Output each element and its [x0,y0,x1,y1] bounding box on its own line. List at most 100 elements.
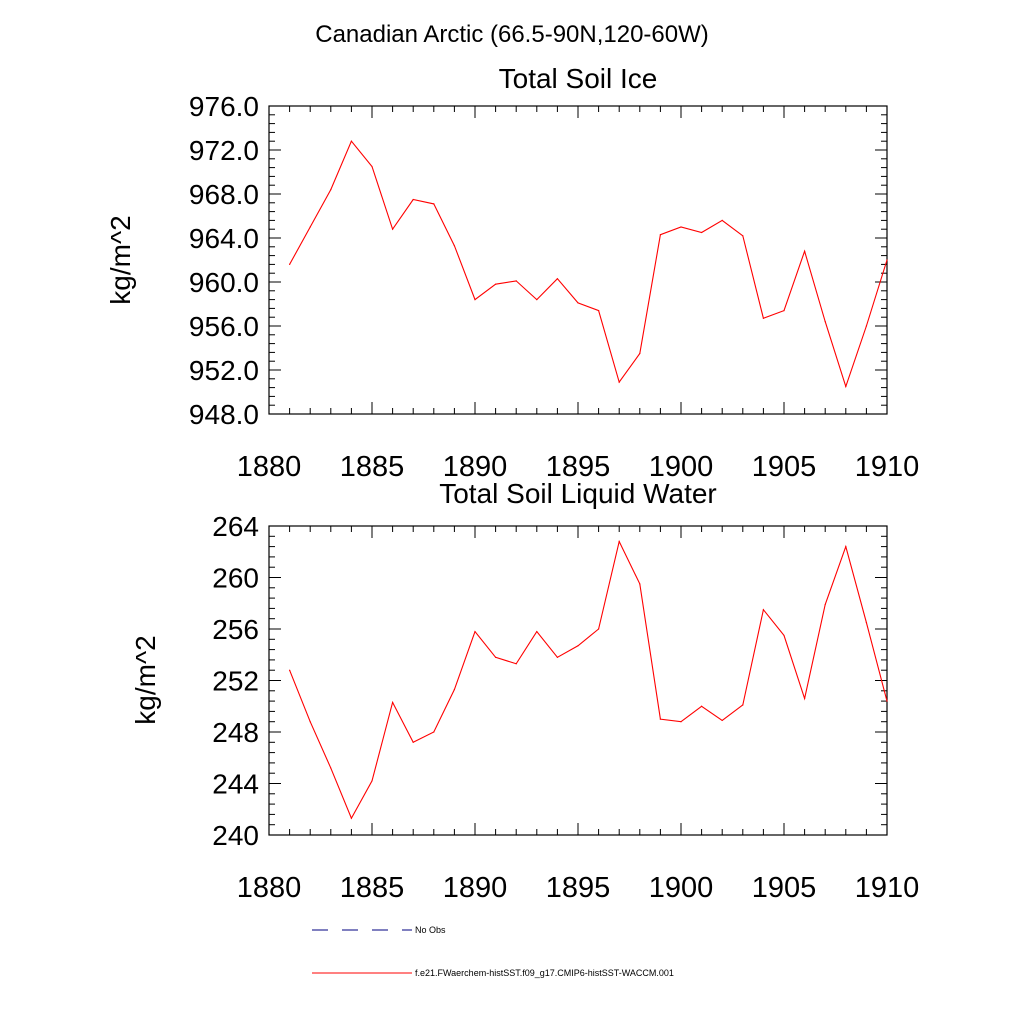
y-tick-label: 956.0 [189,311,259,342]
panel-total-soil-ice: Total Soil Ice kg/m^2 1880 1885 1890 1895 19… [105,63,919,483]
y-tick-label: 240 [212,820,259,851]
x-tick-label: 1885 [340,872,405,904]
data-point [721,719,723,722]
x-tick-label: 1900 [649,872,714,904]
data-point [350,140,352,142]
data-point [371,780,373,782]
data-point [495,656,497,658]
data-point [680,721,682,723]
panel-title: Total Soil Ice [499,63,658,94]
data-point [804,250,806,252]
y-tick-label: 972.0 [189,135,259,166]
data-point [845,385,847,388]
data-point [804,697,806,700]
y-axis-label: kg/m^2 [130,635,161,724]
data-point [845,546,847,548]
data-point [680,226,682,228]
legend-model-label: f.e21.FWaerchem-histSST.f09_g17.CMIP6-hi… [415,968,674,978]
panel-total-soil-liquid-water: Total Soil Liquid Water kg/m^2 1880 1885 1… [130,478,919,904]
data-point [886,700,888,702]
data-point [515,663,517,665]
panel-title: Total Soil Liquid Water [439,478,717,509]
series-line [289,539,888,820]
data-point [536,299,538,301]
y-tick-label: 248 [212,717,259,748]
y-tick-label: 968.0 [189,179,259,210]
data-point [783,634,785,637]
data-point [701,705,703,707]
data-point [865,325,868,327]
data-point [350,817,352,819]
y-tick-label: 260 [212,563,259,594]
data-point [433,731,435,733]
data-point [618,381,620,383]
series-line [289,140,888,389]
x-tick-label: 1880 [237,451,302,483]
data-point [495,283,497,285]
data-point [639,583,641,585]
data-point [330,767,332,769]
data-point [762,317,765,319]
data-point [309,226,311,228]
data-point [783,310,785,312]
data-point [721,219,723,221]
x-tick-label: 1905 [752,872,817,904]
data-point [330,189,332,191]
data-point [289,669,291,671]
main-title: Canadian Arctic (66.5-90N,120-60W) [315,21,709,48]
x-tick-label: 1890 [443,872,508,904]
data-point [639,352,641,355]
legend: No Obs f.e21.FWaerchem-histSST.f09_g17.C… [312,925,674,978]
data-point [577,645,579,647]
data-point [742,235,744,237]
x-tick-label: 1890 [443,451,508,483]
data-point [701,231,703,234]
data-point [515,280,517,282]
data-point [309,721,311,723]
data-point [474,630,476,633]
data-point [659,718,662,720]
data-point [824,321,826,323]
y-tick-label: 264 [212,511,259,542]
x-tick-label: 1895 [546,872,611,904]
data-point [453,688,455,691]
data-point [474,299,476,301]
y-tick-label: 252 [212,666,259,697]
x-tick-label: 1910 [855,451,920,483]
data-point [453,245,455,247]
y-axis-label: kg/m^2 [105,215,136,304]
data-point [392,701,394,703]
x-tick-label: 1880 [237,872,302,904]
x-tick-label: 1910 [855,872,920,904]
data-point [886,259,888,261]
plot-frame [268,525,888,836]
x-tick-label: 1905 [752,451,817,483]
x-tick-label: 1895 [546,451,611,483]
x-tick-label: 1900 [649,451,714,483]
y-tick-label: 244 [212,769,259,800]
data-point [618,540,620,543]
y-tick-label: 256 [212,614,259,645]
data-point [865,621,868,624]
y-tick-label: 948.0 [189,399,259,430]
legend-obs-label: No Obs [415,925,446,935]
x-tick-label: 1885 [340,451,405,483]
data-point [289,263,291,265]
data-point [762,609,765,611]
data-point [598,310,600,312]
data-point [536,630,538,633]
y-tick-label: 964.0 [189,223,259,254]
data-point [577,302,579,304]
data-point [824,603,826,606]
data-point [412,741,414,743]
y-tick-label: 960.0 [189,267,259,298]
data-point [371,165,373,168]
data-point [598,628,600,630]
data-point [659,234,662,236]
data-point [556,278,559,280]
data-point [742,704,744,706]
data-point [412,198,414,201]
plot-frame [268,105,888,415]
y-tick-label: 976.0 [189,91,259,122]
